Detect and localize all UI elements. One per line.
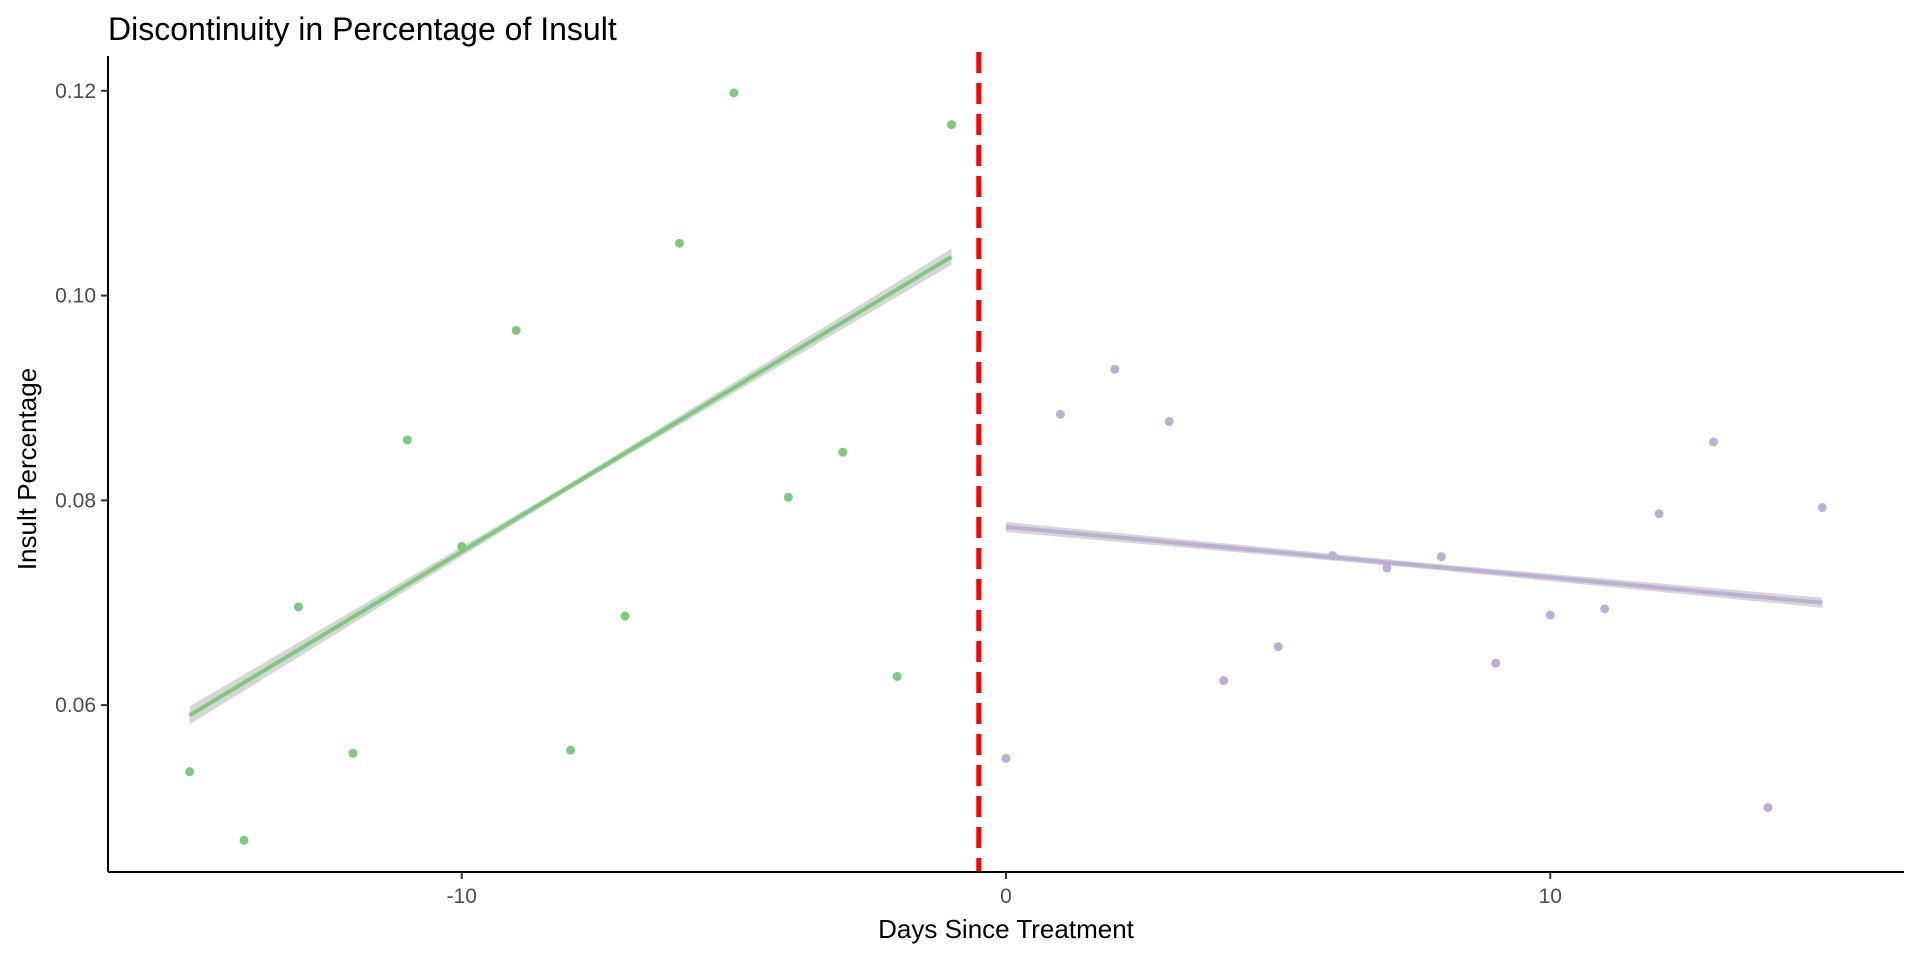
data-point-2 <box>1600 604 1610 614</box>
data-point-1 <box>838 447 848 457</box>
data-point-2 <box>1817 503 1827 513</box>
plot-area <box>185 52 1827 872</box>
data-point-1 <box>566 745 576 755</box>
data-point-1 <box>457 541 467 551</box>
data-point-2 <box>1382 563 1392 573</box>
data-point-2 <box>1436 552 1446 562</box>
data-point-2 <box>1545 610 1555 620</box>
y-axis-title: Insult Percentage <box>12 368 42 570</box>
y-tick-label: 0.10 <box>55 285 96 308</box>
y-tick-label: 0.08 <box>55 489 96 512</box>
data-point-1 <box>348 748 358 758</box>
data-point-1 <box>239 835 249 845</box>
data-point-2 <box>1055 409 1065 419</box>
data-point-2 <box>1164 417 1174 427</box>
data-point-1 <box>783 492 793 502</box>
data-point-2 <box>1491 658 1501 668</box>
fit-line-1 <box>188 254 953 718</box>
y-tick-label: 0.12 <box>55 80 96 103</box>
chart-title: Discontinuity in Percentage of Insult <box>108 11 617 47</box>
data-point-1 <box>511 325 521 335</box>
data-point-2 <box>1654 509 1664 519</box>
data-point-1 <box>185 767 195 777</box>
fit-line-2 <box>1005 524 1823 605</box>
data-point-2 <box>1709 437 1719 447</box>
data-point-1 <box>674 238 684 248</box>
data-point-2 <box>1219 676 1229 686</box>
data-point-1 <box>729 88 739 98</box>
data-point-2 <box>1110 364 1120 374</box>
axes: -10 0 10 0.06 0.08 0.10 0.12 <box>55 56 1904 908</box>
x-tick-label: 0 <box>1000 885 1012 908</box>
data-point-1 <box>293 602 303 612</box>
data-point-2 <box>1763 802 1773 812</box>
y-tick-label: 0.06 <box>55 694 96 717</box>
x-axis-title: Days Since Treatment <box>878 914 1135 944</box>
data-point-2 <box>1273 642 1283 652</box>
data-point-1 <box>947 120 957 130</box>
x-tick-label: -10 <box>447 885 477 908</box>
data-point-1 <box>402 435 412 445</box>
data-point-1 <box>892 671 902 681</box>
data-point-1 <box>620 611 630 621</box>
x-tick-label: 10 <box>1539 885 1562 908</box>
data-point-2 <box>1328 551 1338 561</box>
data-point-2 <box>1001 753 1011 763</box>
